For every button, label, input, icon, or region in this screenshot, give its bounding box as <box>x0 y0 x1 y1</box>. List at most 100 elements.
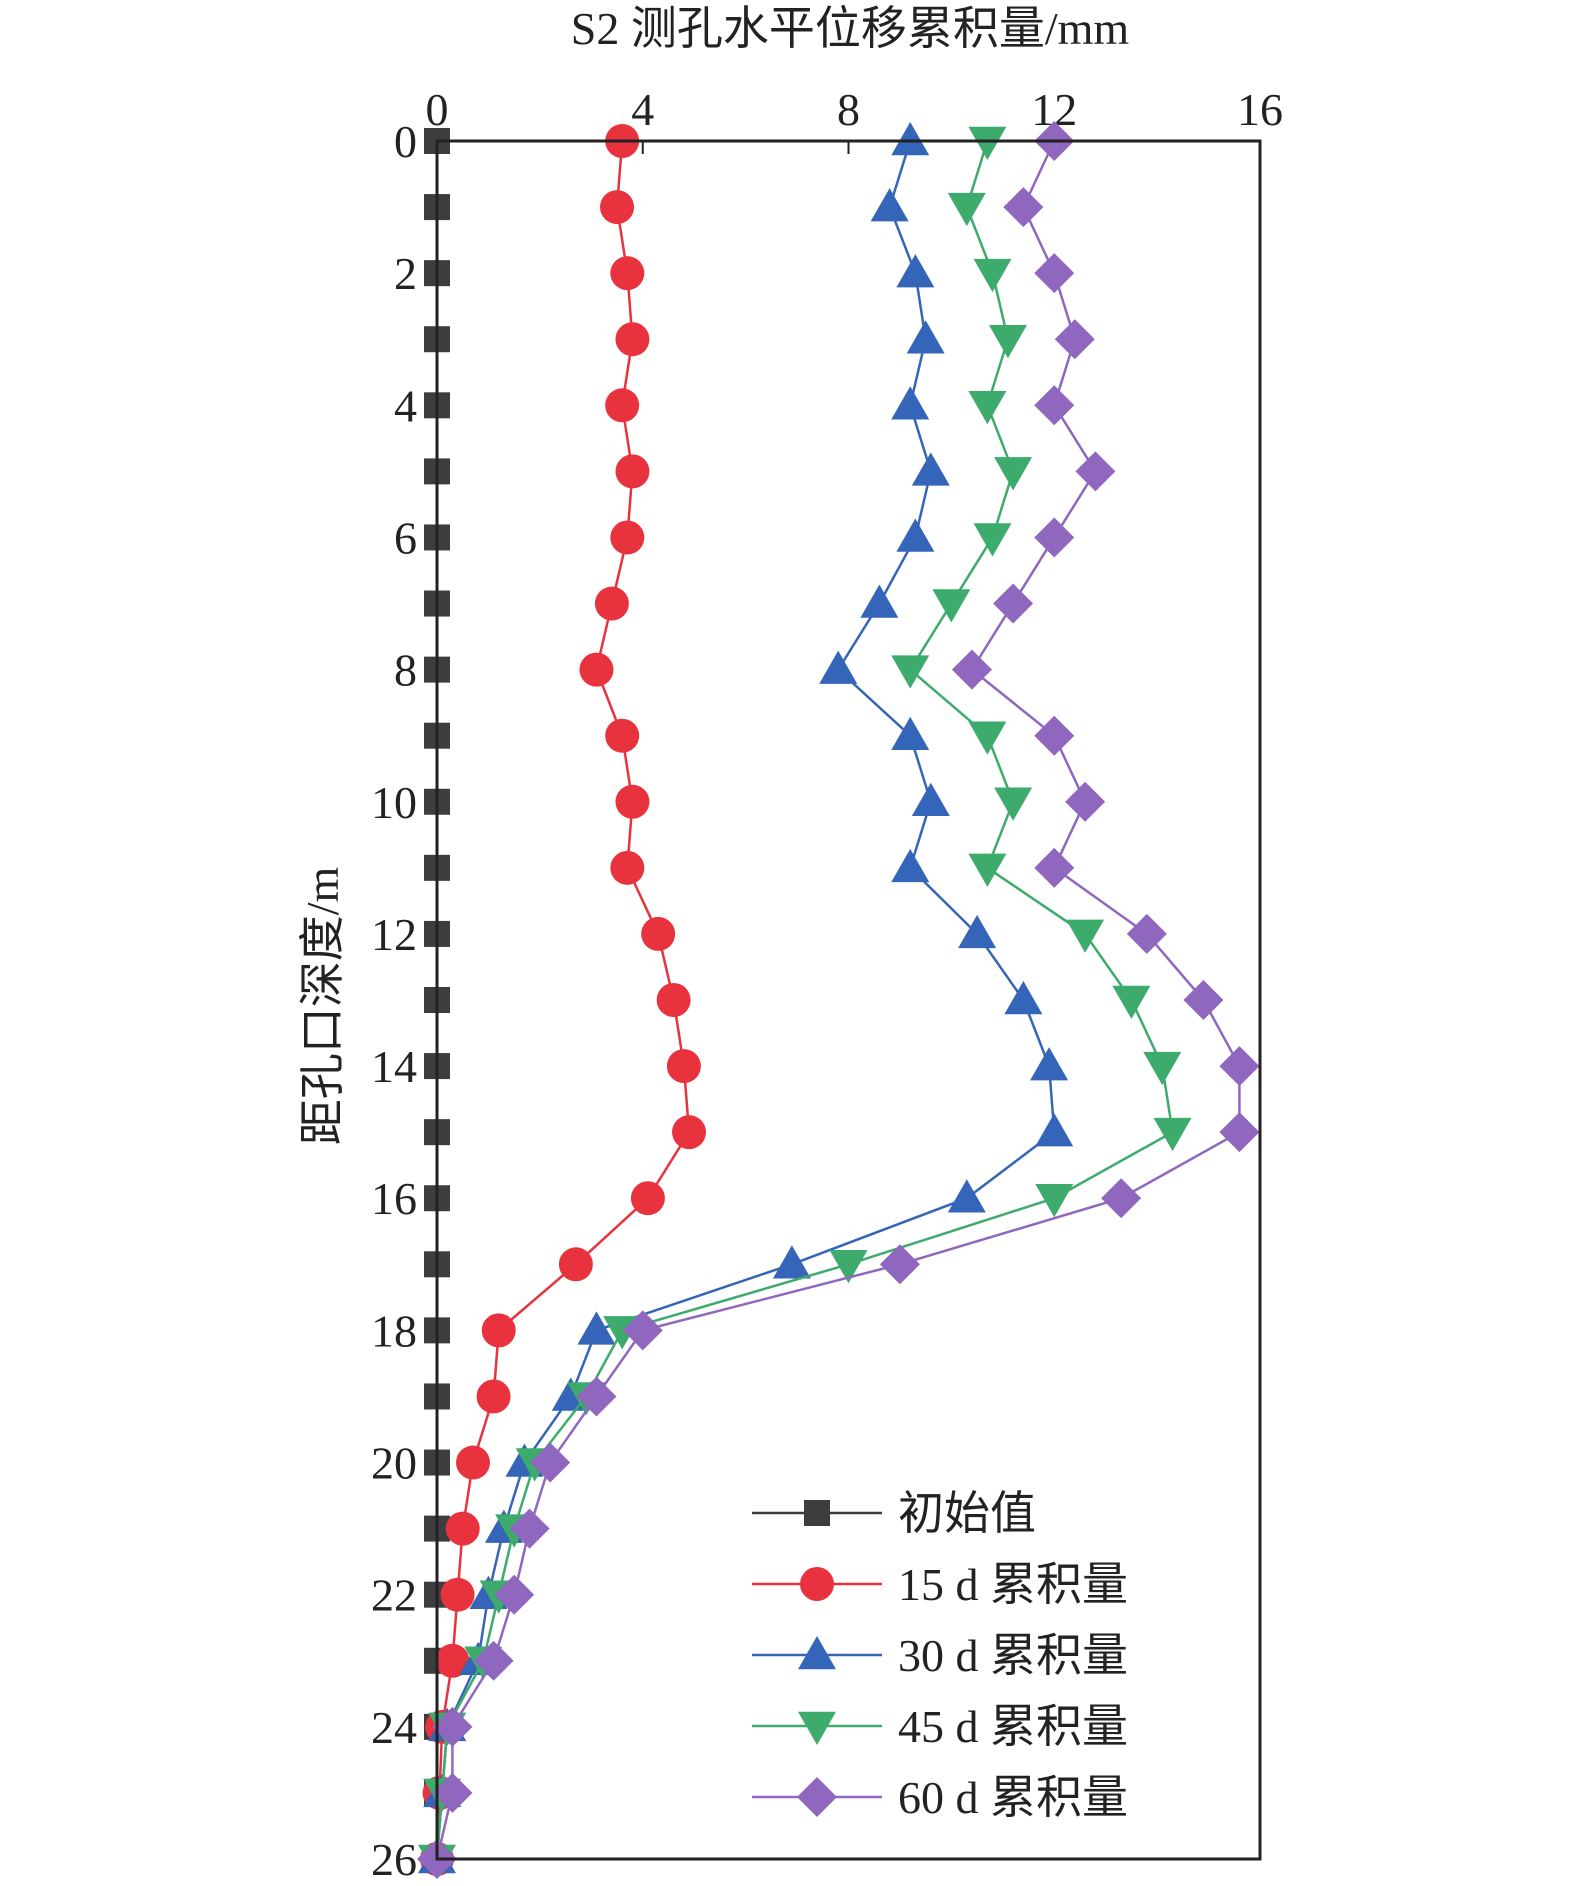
data-point <box>577 1311 616 1345</box>
legend-item: 15 d 累积量 <box>752 1559 1128 1610</box>
data-point <box>641 916 676 951</box>
data-point <box>615 784 650 819</box>
data-point <box>630 1181 665 1216</box>
data-point <box>947 1179 986 1213</box>
data-point <box>476 1379 511 1414</box>
data-point <box>1075 451 1116 492</box>
data-point <box>1112 985 1151 1019</box>
chart-title: S2 测孔水平位移累积量/mm <box>571 3 1130 54</box>
data-point <box>951 649 992 690</box>
x-tick-label: 16 <box>1237 84 1283 135</box>
data-point <box>1126 913 1167 954</box>
legend: 初始值 15 d 累积量 30 d 累积量 45 d 累积量 60 d 累积量 <box>752 1488 1128 1823</box>
data-point <box>879 1244 920 1285</box>
legend-marker <box>798 1636 836 1670</box>
y-tick-label: 12 <box>371 909 417 960</box>
data-point <box>973 523 1012 557</box>
series-5 <box>417 121 1260 1879</box>
data-point <box>891 122 930 156</box>
data-point <box>600 190 635 225</box>
data-point <box>994 457 1033 491</box>
data-point <box>896 254 935 288</box>
data-point <box>579 652 614 687</box>
legend-marker <box>800 1567 834 1601</box>
data-point <box>576 1376 617 1417</box>
data-point <box>1219 1112 1260 1153</box>
data-point <box>672 1115 707 1150</box>
y-tick-label: 18 <box>371 1305 417 1356</box>
data-point <box>1003 187 1044 228</box>
data-point <box>906 320 945 354</box>
data-point <box>988 324 1027 359</box>
data-point <box>666 1049 701 1084</box>
y-tick-label: 10 <box>371 777 417 828</box>
data-point <box>947 192 986 227</box>
data-point <box>860 584 899 618</box>
data-point <box>968 391 1007 425</box>
data-point <box>1153 1117 1192 1152</box>
legend-label: 初始值 <box>898 1488 1036 1539</box>
data-point <box>605 388 640 423</box>
data-point <box>605 718 640 753</box>
data-point <box>622 1310 663 1351</box>
data-point <box>891 848 930 883</box>
data-point <box>829 1250 868 1284</box>
data-point <box>432 1706 473 1747</box>
y-axis-label: 距孔口深度/m <box>297 867 348 1146</box>
data-point <box>610 850 645 885</box>
data-point <box>772 1245 811 1279</box>
data-point <box>435 1643 470 1678</box>
data-point <box>993 583 1034 624</box>
data-point <box>1219 1046 1260 1087</box>
data-point <box>615 322 650 357</box>
x-tick-label: 8 <box>837 84 860 135</box>
data-point <box>473 1640 514 1681</box>
data-point <box>1034 847 1075 888</box>
data-point <box>958 914 997 949</box>
data-point <box>911 782 950 817</box>
data-point <box>656 983 691 1017</box>
y-tick-label: 26 <box>371 1834 417 1885</box>
data-point <box>1034 517 1075 558</box>
data-point <box>932 589 971 623</box>
data-point <box>968 721 1007 755</box>
legend-item: 45 d 累积量 <box>752 1701 1128 1752</box>
data-point <box>1030 1047 1069 1081</box>
y-tick-label: 2 <box>394 248 417 299</box>
legend-marker <box>797 1777 837 1817</box>
x-tick-label: 0 <box>426 84 449 135</box>
data-point <box>1035 1113 1074 1147</box>
legend-label: 30 d 累积量 <box>898 1630 1128 1681</box>
data-point <box>1034 253 1075 294</box>
data-point <box>1004 981 1043 1015</box>
y-tick-label: 0 <box>394 116 417 167</box>
data-point <box>456 1445 491 1480</box>
data-point <box>968 126 1007 160</box>
data-point <box>530 1442 571 1483</box>
data-point <box>1034 715 1075 756</box>
legend-item: 30 d 累积量 <box>752 1630 1128 1681</box>
y-tick-label: 22 <box>371 1570 417 1621</box>
x-tick-label: 4 <box>631 84 654 135</box>
data-point <box>1034 385 1075 426</box>
data-point <box>870 188 909 222</box>
data-point <box>1035 1183 1074 1218</box>
data-point <box>994 787 1033 821</box>
data-point <box>610 256 645 291</box>
data-point <box>615 454 650 489</box>
y-tick-label: 8 <box>394 645 417 696</box>
data-point <box>891 716 930 750</box>
data-point <box>911 452 950 486</box>
data-point <box>896 518 935 552</box>
data-point <box>1143 1051 1182 1086</box>
y-tick-label: 20 <box>371 1438 417 1489</box>
data-point <box>891 655 930 689</box>
legend-item: 初始值 <box>752 1488 1036 1539</box>
data-point <box>445 1511 480 1546</box>
y-tick-label: 14 <box>371 1041 417 1092</box>
legend-marker <box>804 1500 830 1526</box>
data-point <box>610 520 645 555</box>
legend-item: 60 d 累积量 <box>752 1772 1128 1823</box>
